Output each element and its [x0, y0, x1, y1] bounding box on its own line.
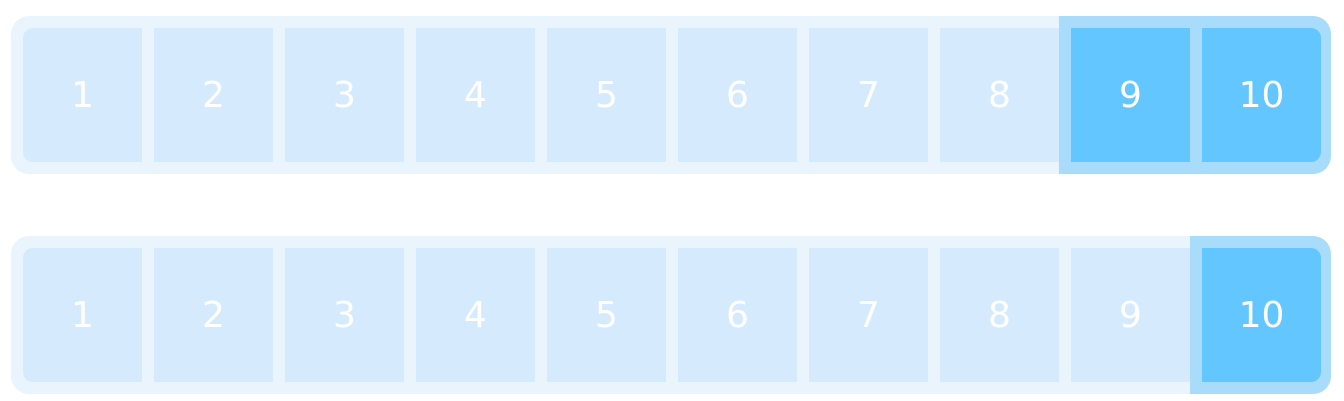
rating-option-label: 9 [1119, 74, 1142, 116]
rating-option-7[interactable]: 7 [809, 28, 928, 162]
rating-scale-1: 1 2 3 4 5 6 7 8 9 10 [11, 16, 1331, 174]
rating-option-label: 4 [464, 74, 487, 116]
rating-option-label: 2 [202, 294, 225, 336]
rating-option-label: 3 [333, 74, 356, 116]
rating-option-7[interactable]: 7 [809, 248, 928, 382]
rating-option-label: 3 [333, 294, 356, 336]
rating-option-1[interactable]: 1 [23, 248, 142, 382]
rating-option-10[interactable]: 10 [1202, 28, 1321, 162]
rating-option-4[interactable]: 4 [416, 248, 535, 382]
rating-option-label: 9 [1119, 294, 1142, 336]
rating-option-8[interactable]: 8 [940, 248, 1059, 382]
rating-option-label: 7 [857, 74, 880, 116]
rating-option-3[interactable]: 3 [285, 28, 404, 162]
rating-option-5[interactable]: 5 [547, 28, 666, 162]
rating-option-6[interactable]: 6 [678, 248, 797, 382]
rating-options: 1 2 3 4 5 6 7 8 9 10 [23, 248, 1321, 382]
rating-option-5[interactable]: 5 [547, 248, 666, 382]
rating-options: 1 2 3 4 5 6 7 8 9 10 [23, 28, 1321, 162]
rating-option-label: 8 [988, 294, 1011, 336]
rating-option-1[interactable]: 1 [23, 28, 142, 162]
rating-option-2[interactable]: 2 [154, 248, 273, 382]
rating-option-label: 6 [726, 294, 749, 336]
rating-scale-2: 1 2 3 4 5 6 7 8 9 10 [11, 236, 1331, 394]
rating-option-9[interactable]: 9 [1071, 248, 1190, 382]
rating-option-label: 8 [988, 74, 1011, 116]
rating-option-9[interactable]: 9 [1071, 28, 1190, 162]
rating-option-8[interactable]: 8 [940, 28, 1059, 162]
rating-option-label: 1 [71, 74, 94, 116]
rating-option-6[interactable]: 6 [678, 28, 797, 162]
rating-option-10[interactable]: 10 [1202, 248, 1321, 382]
rating-option-label: 1 [71, 294, 94, 336]
rating-option-4[interactable]: 4 [416, 28, 535, 162]
rating-option-2[interactable]: 2 [154, 28, 273, 162]
rating-option-label: 2 [202, 74, 225, 116]
rating-option-label: 6 [726, 74, 749, 116]
rating-option-label: 5 [595, 294, 618, 336]
rating-option-label: 5 [595, 74, 618, 116]
rating-option-label: 4 [464, 294, 487, 336]
rating-option-label: 10 [1238, 294, 1285, 336]
rating-option-label: 10 [1238, 74, 1285, 116]
rating-option-3[interactable]: 3 [285, 248, 404, 382]
rating-option-label: 7 [857, 294, 880, 336]
